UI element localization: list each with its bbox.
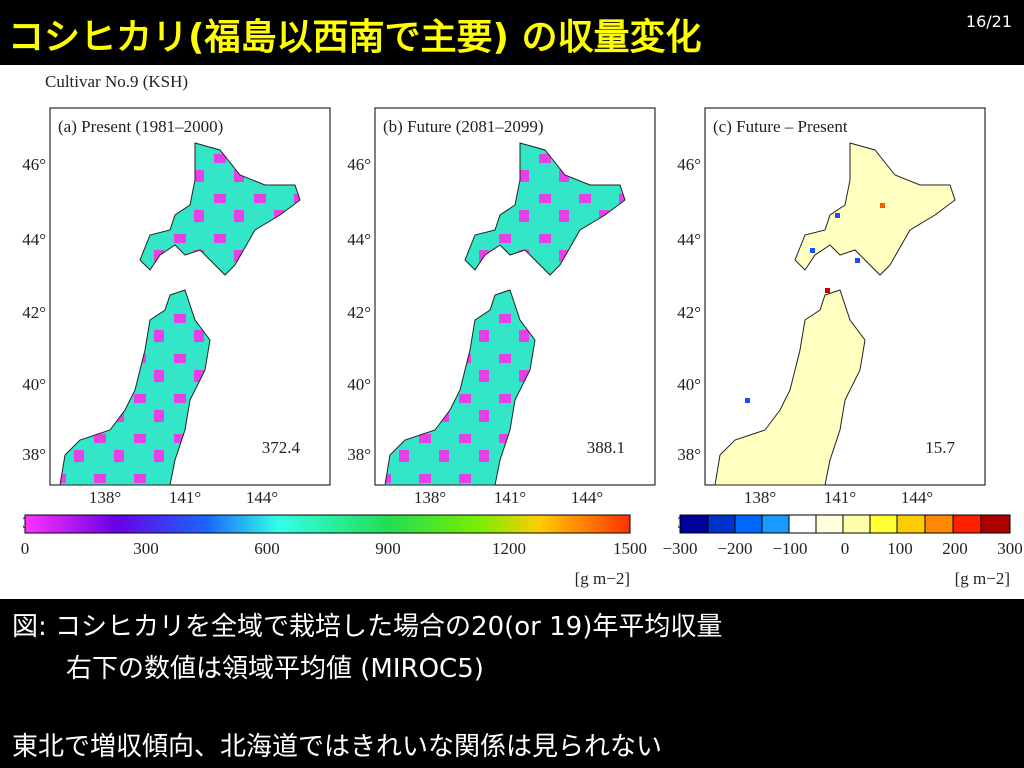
lat-tick-label: 38° — [677, 445, 701, 464]
colorbar — [24, 514, 631, 534]
slide-title: コシヒカリ(福島以西南で主要) の収量変化 — [8, 17, 702, 58]
map-panel: (c) Future – Present15.746°44°42°40°38°3… — [677, 107, 986, 532]
lon-tick-label: 138° — [89, 488, 121, 507]
lat-tick-label: 42° — [22, 303, 46, 322]
lat-tick-label: 38° — [347, 445, 371, 464]
lat-tick-label: 44° — [22, 230, 46, 249]
lat-tick-label: 42° — [347, 303, 371, 322]
lat-tick-label: 46° — [677, 155, 701, 174]
panel-label: (b) Future (2081–2099) — [383, 117, 544, 136]
lon-tick-label: 141° — [494, 488, 526, 507]
grid-cell — [810, 248, 815, 253]
map-panel: (b) Future (2081–2099) 388.1 46° 44° 42° 40° 3… — [347, 107, 656, 532]
note: 東北で増収傾向、北海道ではきれいな関係は見られない — [12, 732, 663, 762]
lat-tick-label: 38° — [22, 445, 46, 464]
colorbar-tick-label: 1200 — [492, 539, 526, 558]
colorbar-tick-label: −300 — [662, 539, 697, 558]
lat-tick-label: 46° — [22, 155, 46, 174]
panel-label: (a) Present (1981–2000) — [58, 117, 223, 136]
colorbar-tick-label: 900 — [375, 539, 401, 558]
colorbar-tick-label: 100 — [887, 539, 913, 558]
colorbar-tick-label: 1500 — [613, 539, 647, 558]
grid-cell — [825, 288, 830, 293]
grid-cell — [835, 213, 840, 218]
lon-tick-label: 144° — [901, 488, 933, 507]
lat-tick-label: 44° — [347, 230, 371, 249]
lon-tick-label: 138° — [744, 488, 776, 507]
figure: Cultivar No.9 (KSH) (a) Present (1981–20… — [0, 65, 1024, 599]
lat-tick-label: 40° — [22, 375, 46, 394]
lat-tick-label: 42° — [677, 303, 701, 322]
colorbar-tick-label: 600 — [254, 539, 280, 558]
colorbar-tick-label: 300 — [133, 539, 159, 558]
grid-cell — [855, 258, 860, 263]
panel-label: (c) Future – Present — [713, 117, 848, 136]
colorbar-unit: [g m−2] — [575, 569, 630, 588]
colorbar-tick-label: 0 — [841, 539, 850, 558]
lat-tick-label: 40° — [347, 375, 371, 394]
note: 図: コシヒカリを全域で栽培した場合の20(or 19)年平均収量 — [12, 612, 723, 642]
page-number: 16/21 — [965, 12, 1012, 31]
panel-mean: 388.1 — [587, 438, 625, 457]
lat-tick-label: 46° — [347, 155, 371, 174]
map-frame — [49, 107, 331, 486]
lat-tick-label: 44° — [677, 230, 701, 249]
colorbar-tick-label: −100 — [772, 539, 807, 558]
colorbar — [679, 514, 1011, 534]
grid-cell — [880, 203, 885, 208]
note: 右下の数値は領域平均値 (MIROC5) — [66, 654, 484, 684]
map-frame — [374, 107, 656, 486]
lat-tick-label: 40° — [677, 375, 701, 394]
lon-tick-label: 138° — [414, 488, 446, 507]
figure-caption: Cultivar No.9 (KSH) — [45, 72, 188, 91]
panel-mean: 15.7 — [925, 438, 955, 457]
lon-tick-label: 144° — [246, 488, 278, 507]
map-panel: (a) Present (1981–2000) 372.4 46° 44° 42° 40°… — [22, 107, 331, 532]
colorbar-tick-label: 300 — [997, 539, 1023, 558]
colorbar-tick-label: 0 — [21, 539, 30, 558]
lon-tick-label: 144° — [571, 488, 603, 507]
map-frame — [704, 107, 986, 486]
lon-tick-label: 141° — [169, 488, 201, 507]
colorbar-tick-label: 200 — [942, 539, 968, 558]
colorbar-tick-label: −200 — [717, 539, 752, 558]
lon-tick-label: 141° — [824, 488, 856, 507]
panel-mean: 372.4 — [262, 438, 301, 457]
colorbar-unit: [g m−2] — [955, 569, 1010, 588]
grid-cell — [745, 398, 750, 403]
